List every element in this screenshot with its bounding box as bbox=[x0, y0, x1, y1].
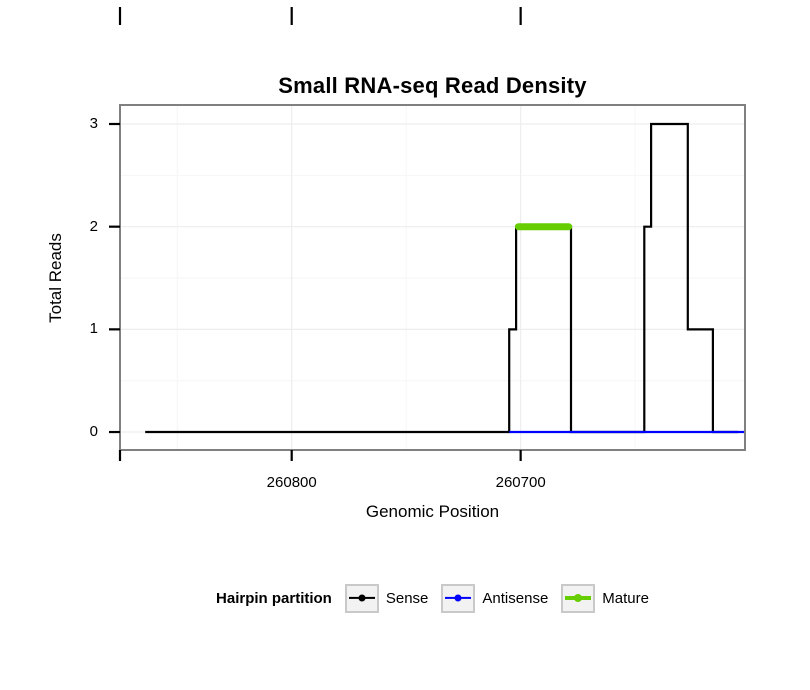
x-axis-title: Genomic Position bbox=[365, 502, 500, 521]
y-tick-label: 1 bbox=[89, 320, 98, 338]
legend-label: Antisense bbox=[482, 589, 549, 607]
legend-key-dot-icon bbox=[454, 594, 462, 602]
legend-entry-antisense: Antisense bbox=[441, 583, 549, 613]
y-tick-label: 3 bbox=[89, 114, 98, 132]
panel-border bbox=[119, 104, 746, 451]
legend-key-dot-icon bbox=[574, 594, 583, 602]
legend-label: Mature bbox=[602, 589, 649, 607]
legend-entries: Sense Antisense Mature bbox=[344, 583, 649, 613]
x-tick-label: 260800 bbox=[266, 474, 317, 491]
series-sense-line bbox=[145, 122, 739, 434]
legend-entry-mature: Mature bbox=[561, 583, 649, 613]
legend-label: Sense bbox=[385, 589, 429, 607]
legend-key-dot-icon bbox=[358, 594, 366, 602]
chart-title: Small RNA-seq Read Density bbox=[278, 73, 587, 98]
y-tick-label: 2 bbox=[89, 217, 98, 235]
legend-key-sense bbox=[344, 583, 379, 613]
y-axis-title: Total Reads bbox=[46, 233, 65, 323]
legend: Hairpin partition Sense Antisense Mature bbox=[120, 580, 745, 616]
x-tick-label: 260700 bbox=[495, 474, 546, 491]
y-tick-label: 0 bbox=[89, 423, 98, 441]
legend-key-antisense bbox=[441, 583, 476, 613]
legend-title: Hairpin partition bbox=[216, 589, 332, 607]
legend-entry-sense: Sense bbox=[344, 583, 429, 613]
legend-key-mature bbox=[561, 583, 596, 613]
